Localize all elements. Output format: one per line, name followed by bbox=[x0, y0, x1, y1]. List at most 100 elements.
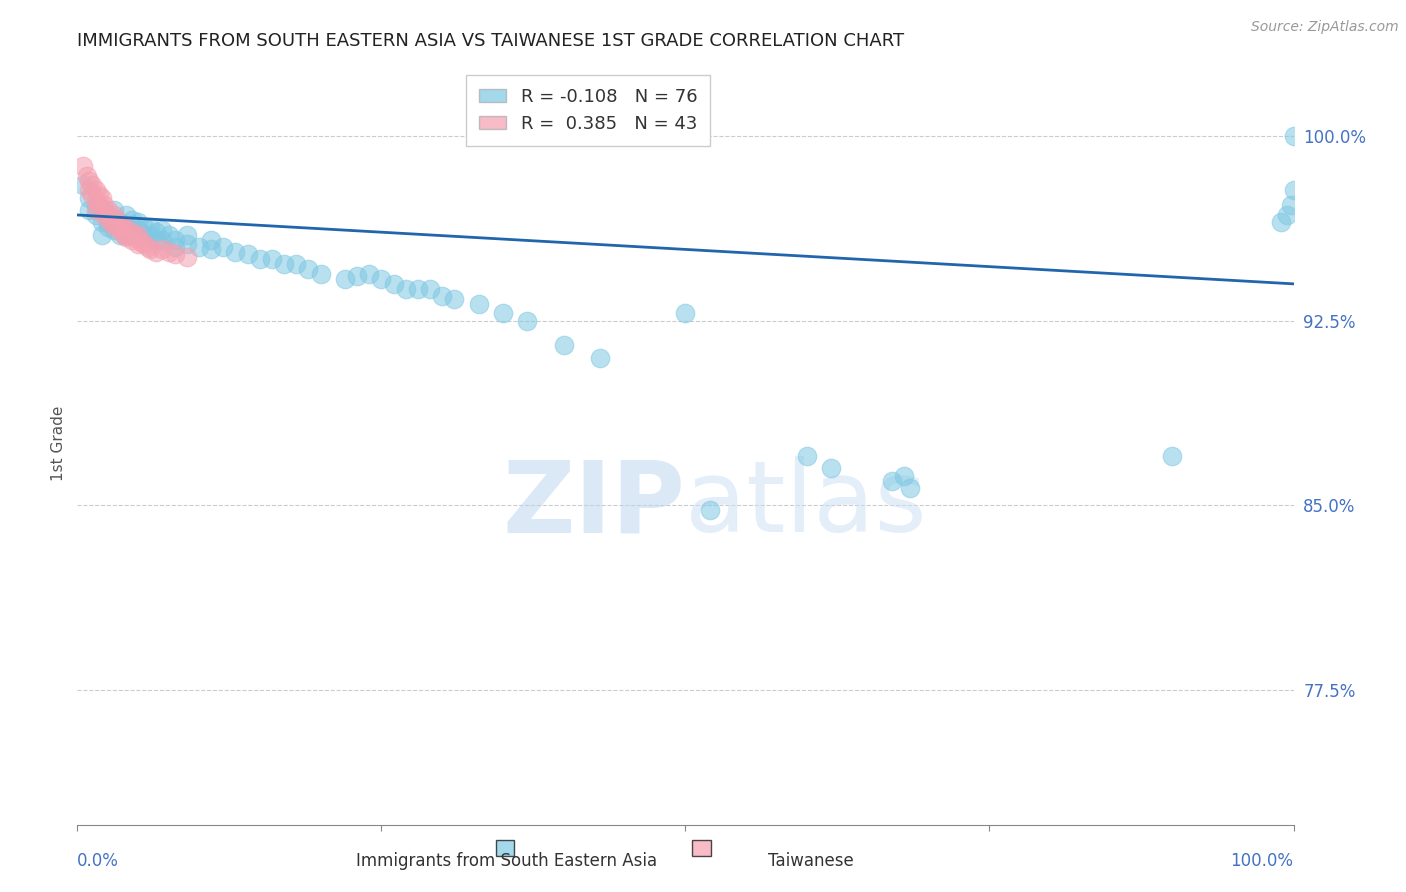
Point bbox=[406, 282, 429, 296]
Point bbox=[139, 220, 162, 235]
Point bbox=[1282, 129, 1305, 144]
Point bbox=[1161, 449, 1184, 463]
Point bbox=[285, 257, 308, 271]
Point bbox=[90, 202, 112, 217]
Point bbox=[139, 227, 162, 242]
Point bbox=[443, 292, 465, 306]
Point bbox=[103, 208, 125, 222]
Point bbox=[796, 449, 818, 463]
Point bbox=[163, 240, 186, 254]
Point bbox=[419, 282, 441, 296]
Point bbox=[90, 201, 112, 215]
Point bbox=[115, 230, 138, 244]
Point bbox=[84, 193, 107, 207]
Point bbox=[108, 218, 131, 232]
Point bbox=[699, 503, 721, 517]
Point bbox=[382, 277, 405, 291]
Text: IMMIGRANTS FROM SOUTH EASTERN ASIA VS TAIWANESE 1ST GRADE CORRELATION CHART: IMMIGRANTS FROM SOUTH EASTERN ASIA VS TA… bbox=[77, 32, 904, 50]
Point bbox=[152, 243, 174, 257]
Point bbox=[145, 225, 167, 239]
Point bbox=[260, 252, 283, 267]
Point bbox=[121, 233, 143, 247]
Point bbox=[103, 223, 125, 237]
Text: 100.0%: 100.0% bbox=[1230, 852, 1294, 870]
Point bbox=[97, 211, 120, 225]
Point bbox=[157, 244, 180, 259]
Point bbox=[112, 227, 135, 242]
Text: Taiwanese: Taiwanese bbox=[769, 852, 855, 870]
Point bbox=[79, 183, 101, 197]
Point bbox=[236, 247, 259, 261]
Point bbox=[98, 215, 121, 229]
Point bbox=[105, 213, 128, 227]
Point bbox=[121, 225, 143, 239]
Point bbox=[346, 269, 368, 284]
Point bbox=[553, 338, 575, 352]
Point bbox=[105, 220, 128, 235]
Point bbox=[359, 267, 381, 281]
Point bbox=[176, 227, 198, 242]
Point bbox=[115, 208, 138, 222]
Point bbox=[97, 215, 120, 229]
Point bbox=[145, 244, 167, 259]
Point bbox=[115, 218, 138, 232]
Point bbox=[157, 227, 180, 242]
Point bbox=[121, 213, 143, 227]
Point bbox=[103, 202, 125, 217]
Point bbox=[516, 314, 538, 328]
Point bbox=[112, 220, 135, 235]
Point bbox=[589, 351, 612, 365]
Text: Source: ZipAtlas.com: Source: ZipAtlas.com bbox=[1251, 20, 1399, 34]
Point bbox=[76, 169, 98, 183]
Point bbox=[893, 468, 915, 483]
Point bbox=[297, 262, 319, 277]
Point bbox=[108, 223, 131, 237]
Point bbox=[134, 227, 156, 242]
Point bbox=[79, 173, 101, 187]
Point bbox=[1282, 183, 1305, 197]
Point bbox=[108, 215, 131, 229]
Point bbox=[249, 252, 271, 267]
Point bbox=[127, 237, 149, 252]
Point bbox=[84, 202, 107, 217]
Legend: R = -0.108   N = 76, R =  0.385   N = 43: R = -0.108 N = 76, R = 0.385 N = 43 bbox=[467, 75, 710, 145]
Y-axis label: 1st Grade: 1st Grade bbox=[51, 406, 66, 482]
Point bbox=[1279, 198, 1302, 212]
Point bbox=[84, 198, 107, 212]
Point bbox=[333, 272, 356, 286]
Point bbox=[152, 233, 174, 247]
Point bbox=[200, 243, 222, 257]
Point bbox=[224, 244, 246, 259]
Text: ZIP: ZIP bbox=[502, 457, 686, 553]
Point bbox=[467, 296, 489, 310]
Point bbox=[152, 223, 174, 237]
Point bbox=[675, 306, 697, 320]
Point bbox=[882, 474, 904, 488]
Point bbox=[72, 159, 94, 173]
Point bbox=[115, 223, 138, 237]
Point bbox=[145, 233, 167, 247]
Point bbox=[90, 227, 112, 242]
Point bbox=[127, 227, 149, 242]
Point bbox=[103, 218, 125, 232]
Point bbox=[188, 240, 211, 254]
Point bbox=[79, 202, 101, 217]
Point bbox=[117, 227, 139, 242]
Text: 0.0%: 0.0% bbox=[77, 852, 120, 870]
Point bbox=[79, 191, 101, 205]
Point bbox=[89, 188, 111, 202]
Point bbox=[136, 240, 159, 254]
Text: Immigrants from South Eastern Asia: Immigrants from South Eastern Asia bbox=[356, 852, 658, 870]
Point bbox=[90, 215, 112, 229]
Point bbox=[108, 227, 131, 242]
Point bbox=[139, 243, 162, 257]
Point bbox=[90, 191, 112, 205]
Point bbox=[127, 223, 149, 237]
Point bbox=[97, 202, 120, 217]
Point bbox=[84, 208, 107, 222]
Point bbox=[121, 223, 143, 237]
Point bbox=[395, 282, 418, 296]
Point bbox=[97, 220, 120, 235]
Point bbox=[273, 257, 295, 271]
Point bbox=[103, 213, 125, 227]
